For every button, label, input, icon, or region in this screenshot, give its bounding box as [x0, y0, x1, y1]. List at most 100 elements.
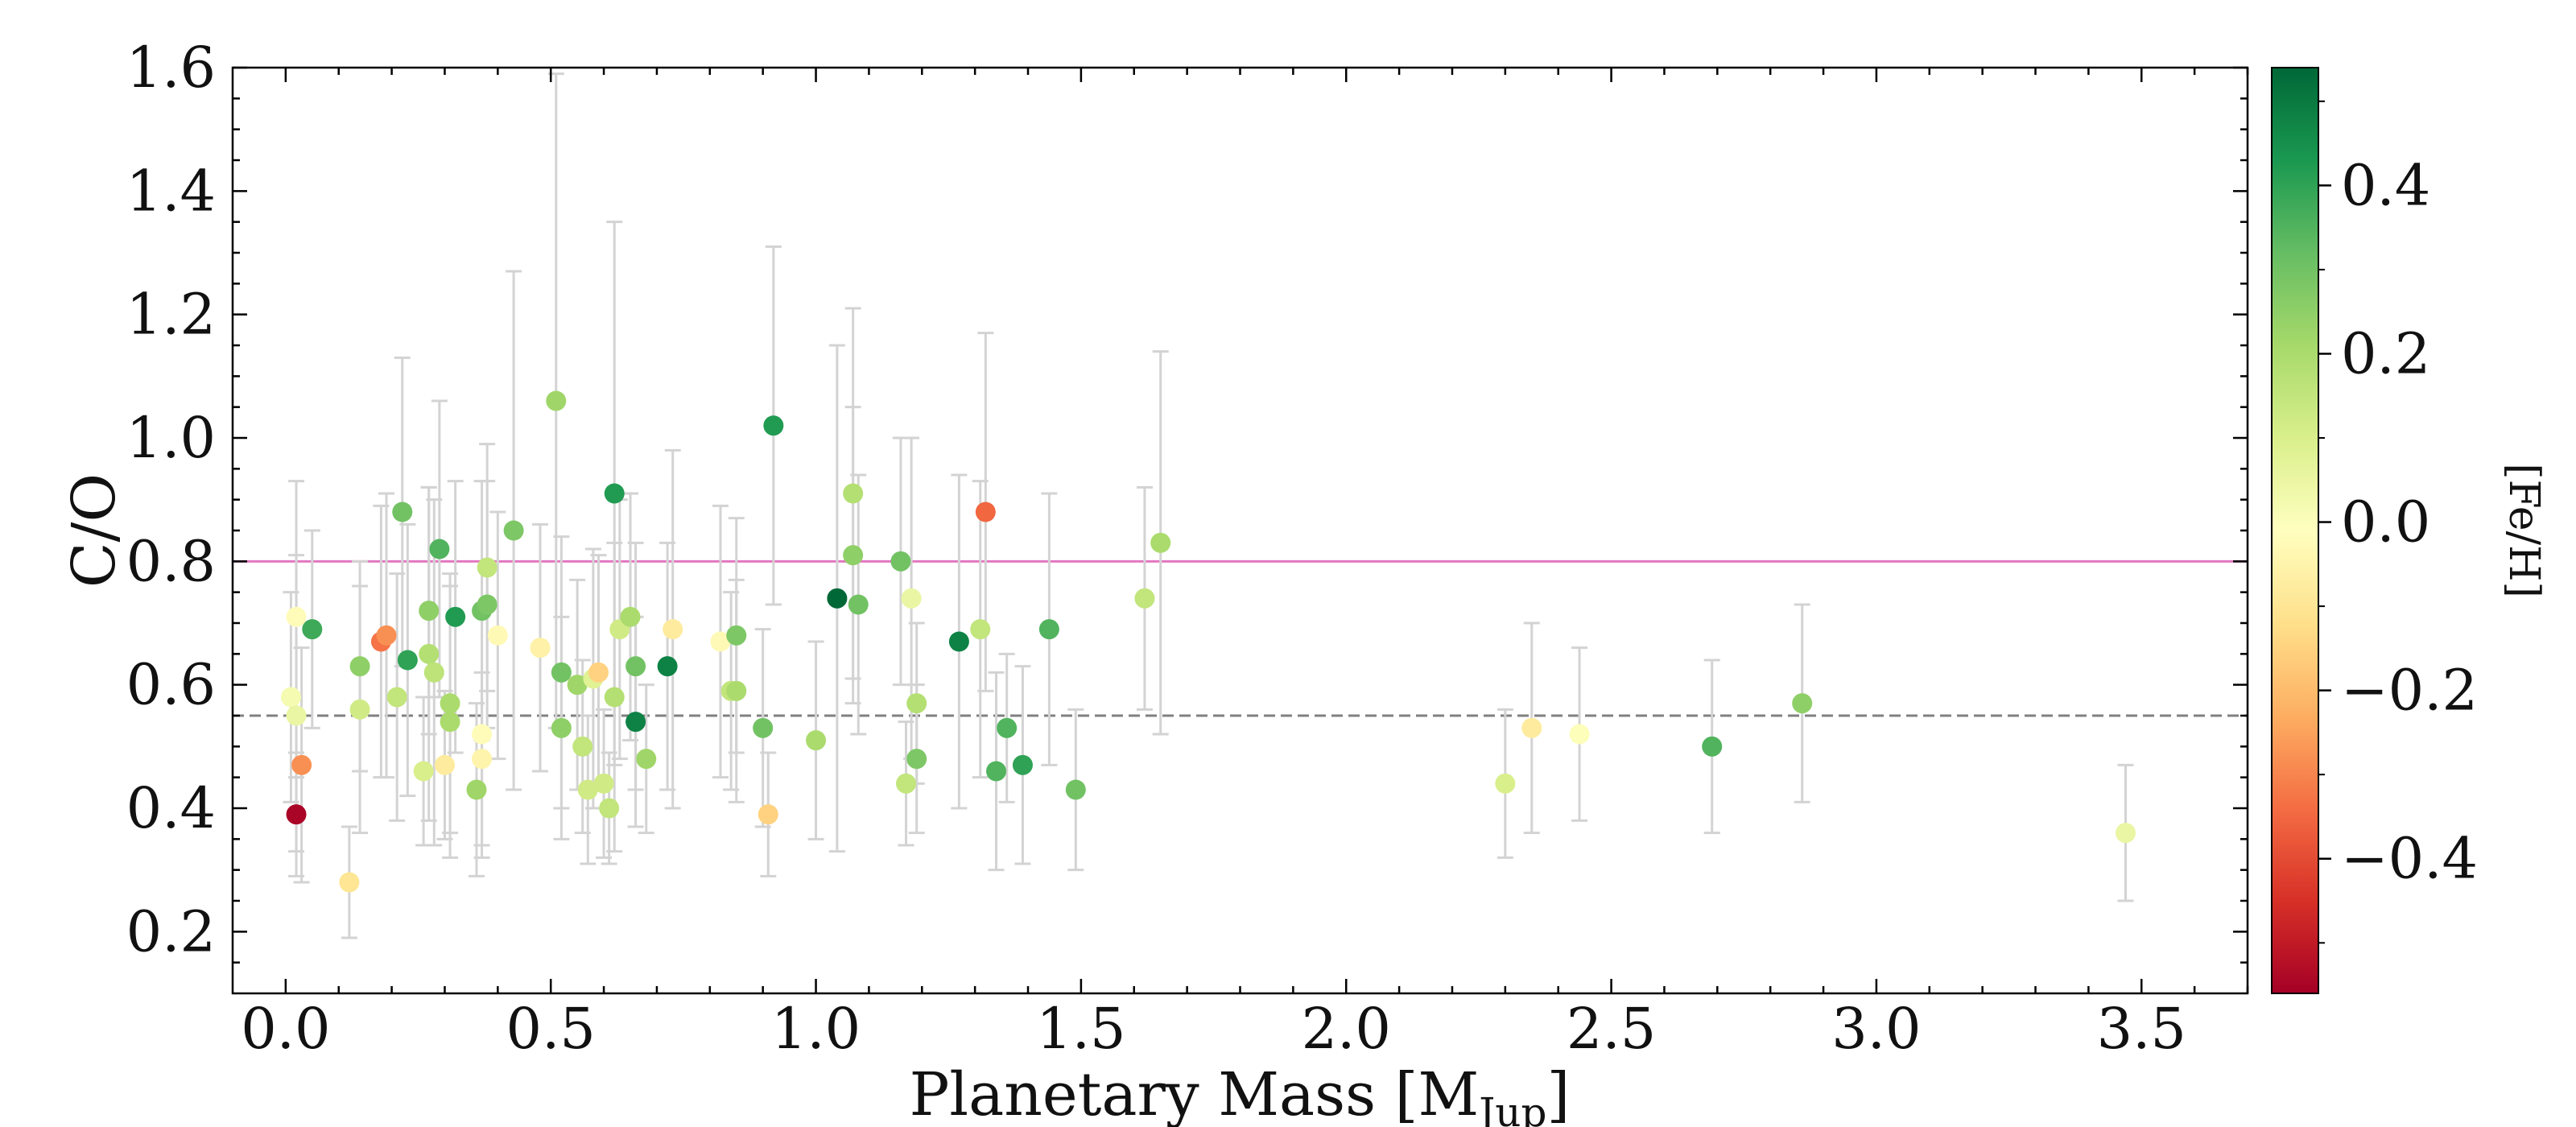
data-point — [487, 625, 508, 646]
data-point — [445, 606, 466, 627]
data-point — [753, 717, 774, 738]
data-point — [477, 557, 497, 578]
data-point — [636, 749, 657, 770]
data-point — [291, 754, 312, 775]
data-point — [349, 699, 370, 720]
x-tick-label: 3.5 — [2097, 996, 2186, 1062]
data-point — [657, 656, 678, 677]
colorbar-tick-label: −0.2 — [2341, 658, 2478, 724]
y-tick-label: 0.6 — [126, 652, 216, 718]
y-tick-label: 1.2 — [126, 282, 216, 348]
data-point — [848, 594, 869, 615]
x-tick-label: 2.0 — [1302, 996, 1391, 1062]
data-point — [477, 594, 497, 615]
reference-lines — [233, 559, 2248, 717]
x-tick-label: 0.0 — [241, 996, 330, 1062]
data-point — [588, 662, 609, 683]
data-point — [970, 619, 991, 640]
data-point — [577, 779, 598, 800]
data-point — [419, 601, 440, 621]
x-axis-label: Planetary Mass [MJup] — [910, 1060, 1571, 1127]
data-point — [1150, 532, 1171, 553]
data-point — [604, 483, 625, 504]
data-point — [386, 687, 407, 708]
data-point — [397, 650, 418, 671]
data-point — [434, 754, 455, 775]
data-point — [843, 483, 864, 504]
data-point — [593, 773, 614, 794]
data-point — [349, 656, 370, 677]
colorbar-tick-label: 0.0 — [2341, 489, 2430, 555]
data-point — [286, 606, 307, 627]
data-point — [986, 761, 1007, 782]
data-point — [423, 662, 444, 683]
x-tick-label: 2.5 — [1567, 996, 1656, 1062]
y-axis-label: C/O — [60, 473, 129, 588]
data-point — [419, 643, 440, 664]
colorbar-label: [Fe/H] — [2500, 463, 2548, 597]
y-tick-label: 1.4 — [126, 158, 216, 224]
data-point — [1134, 588, 1155, 609]
axis-ticks — [233, 66, 2249, 993]
data-point — [551, 662, 572, 683]
y-tick-label: 0.8 — [126, 528, 216, 594]
data-point — [625, 712, 646, 733]
data-point — [710, 631, 731, 652]
data-point — [339, 872, 360, 893]
data-point — [896, 773, 917, 794]
data-point — [997, 717, 1018, 738]
x-tick-label: 3.0 — [1831, 996, 1921, 1062]
x-tick-label: 1.5 — [1036, 996, 1125, 1062]
data-point — [901, 588, 922, 609]
colorbar-tick-label: −0.4 — [2341, 826, 2478, 892]
data-point — [948, 631, 969, 652]
data-point — [975, 502, 996, 522]
data-point — [906, 693, 927, 714]
data-point — [625, 656, 646, 677]
data-point — [2116, 823, 2136, 844]
data-point — [726, 625, 747, 646]
data-point — [1012, 754, 1033, 775]
data-point — [286, 804, 307, 825]
data-point — [546, 390, 567, 411]
data-point — [440, 693, 460, 714]
data-point — [1038, 619, 1059, 640]
data-point — [663, 619, 683, 640]
y-tick-label: 1.0 — [126, 405, 216, 471]
data-point — [827, 588, 848, 609]
data-point — [1792, 693, 1813, 714]
data-point — [472, 749, 493, 770]
data-point — [472, 724, 493, 745]
data-point — [604, 687, 625, 708]
data-point — [440, 712, 460, 733]
x-tick-label: 1.0 — [771, 996, 861, 1062]
data-point — [620, 606, 641, 627]
y-tick-label: 1.6 — [126, 35, 216, 101]
colorbar — [2271, 67, 2319, 994]
colorbar-ticks: 0.4 0.2 0.0 −0.2 −0.4 — [2318, 100, 2478, 944]
y-tick-labels: 0.2 0.4 0.6 0.8 1.0 1.2 1.4 1.6 — [126, 35, 216, 964]
data-point — [726, 680, 747, 701]
data-point — [376, 625, 397, 646]
data-point — [466, 779, 487, 800]
data-point — [890, 551, 911, 572]
data-point — [567, 675, 588, 696]
data-point — [413, 761, 434, 782]
data-point — [1702, 736, 1723, 757]
data-point — [551, 717, 572, 738]
data-point — [392, 502, 413, 522]
y-tick-label: 0.2 — [126, 898, 216, 964]
data-point — [503, 520, 524, 541]
data-point — [1065, 779, 1086, 800]
data-point — [530, 638, 551, 658]
y-tick-label: 0.4 — [126, 775, 216, 841]
data-points — [280, 390, 2136, 893]
colorbar-tick-label: 0.2 — [2341, 320, 2430, 386]
data-point — [599, 798, 620, 819]
x-tick-label: 0.5 — [506, 996, 596, 1062]
data-point — [286, 705, 307, 726]
data-point — [906, 749, 927, 770]
data-point — [429, 539, 450, 559]
plot-frame — [231, 66, 2249, 995]
